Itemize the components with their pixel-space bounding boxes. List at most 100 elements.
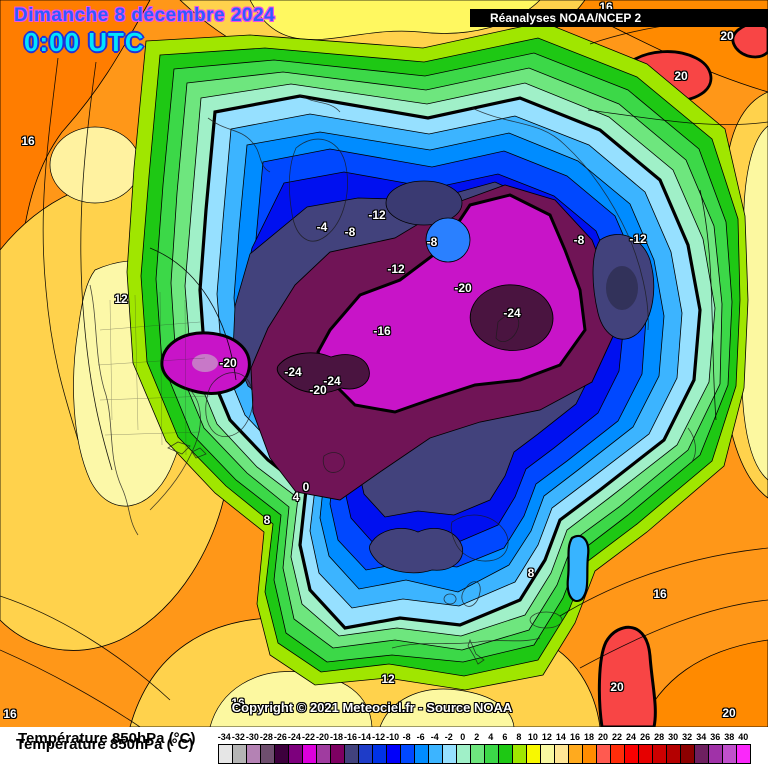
legend-cell <box>317 745 331 763</box>
legend-tick: 28 <box>654 732 665 742</box>
legend-tick: 36 <box>710 732 721 742</box>
legend-tick: -34 <box>217 732 231 742</box>
contour-label: -20 <box>454 281 472 295</box>
contour-label: 20 <box>674 69 688 83</box>
legend-tick: -10 <box>386 732 400 742</box>
legend-tick: 30 <box>668 732 679 742</box>
contour-label: -8 <box>573 233 585 247</box>
legend-tick: -28 <box>259 732 273 742</box>
map-canvas <box>0 0 768 727</box>
legend-cell <box>233 745 247 763</box>
contour-label: 20 <box>722 706 736 720</box>
contour-label: 16 <box>21 134 35 148</box>
contour-label: 12 <box>114 292 128 306</box>
legend-cell <box>513 745 527 763</box>
contour-label: -8 <box>426 235 438 249</box>
cold-core-m24-central <box>276 352 370 394</box>
legend-tick: 2 <box>474 732 480 742</box>
legend-tick: 0 <box>460 732 466 742</box>
legend-tick: 32 <box>682 732 693 742</box>
legend-tick: -2 <box>444 732 453 742</box>
legend-tick: 16 <box>569 732 580 742</box>
warm-core-pacific <box>49 126 141 204</box>
legend-tick: -20 <box>315 732 329 742</box>
legend-cell <box>485 745 499 763</box>
contour-label: -20 <box>309 383 327 397</box>
cold-core-arctic-top <box>385 180 463 226</box>
contour-label: -16 <box>373 324 391 338</box>
legend-cell <box>373 745 387 763</box>
legend-cell <box>443 745 457 763</box>
legend-cell <box>709 745 723 763</box>
legend-tick: 4 <box>488 732 494 742</box>
state-borders <box>97 291 211 456</box>
contour-label: -12 <box>387 262 405 276</box>
legend-cell <box>345 745 359 763</box>
hot-blob-se <box>597 625 657 727</box>
contour-label: -24 <box>503 306 521 320</box>
cold-core-m24-east <box>469 284 554 351</box>
legend-tick: -18 <box>330 732 344 742</box>
temperature-map: -4 -8 -12 -8 -12 -20 -24 -16 -20 -24 -24 -20 -8 -12 16… <box>0 0 768 727</box>
legend-cell <box>275 745 289 763</box>
legend-cell <box>331 745 345 763</box>
legend-tick: 10 <box>527 732 538 742</box>
legend-tick: -12 <box>372 732 386 742</box>
contour-label: -24 <box>284 365 302 379</box>
legend-tick: -8 <box>402 732 411 742</box>
contour-label: -24 <box>323 374 341 388</box>
legend-cell <box>597 745 611 763</box>
legend-tick: 38 <box>724 732 735 742</box>
legend-cell <box>625 745 639 763</box>
cold-patch-norwegian-sea <box>369 528 464 574</box>
legend-tick: 18 <box>583 732 594 742</box>
legend-title: Température 850hPa (°C) <box>18 730 196 747</box>
legend-cell <box>583 745 597 763</box>
legend-cell <box>555 745 569 763</box>
legend-tick: -14 <box>358 732 372 742</box>
legend-cell <box>695 745 709 763</box>
contour-label: 4 <box>292 490 300 504</box>
legend-cell <box>569 745 583 763</box>
contour-label: 12 <box>381 672 395 686</box>
legend-tick-labels: -34 -32 -30 -28 -26 -24 -22 -20 -18 -16 -14 -12 -10-… <box>218 732 758 742</box>
contour-label: 8 <box>527 566 535 580</box>
isotherm-lines <box>0 17 768 727</box>
legend-tick: -6 <box>416 732 425 742</box>
legend-cell <box>611 745 625 763</box>
contour-label: -20 <box>219 356 237 370</box>
legend-tick: -24 <box>287 732 301 742</box>
legend-cell <box>499 745 513 763</box>
legend-tick: -26 <box>273 732 287 742</box>
contour-label: -4 <box>316 220 328 234</box>
contour-label: 20 <box>610 680 624 694</box>
legend-cell <box>247 745 261 763</box>
contour-label: 8 <box>263 513 271 527</box>
contour-label: 20 <box>720 29 734 43</box>
cold-core-siberia-center <box>606 266 638 310</box>
legend-tick: 22 <box>612 732 623 742</box>
legend-tick: 24 <box>626 732 637 742</box>
model-banner: Réanalyses NOAA/NCEP 2 <box>470 9 768 27</box>
legend-cell <box>457 745 471 763</box>
contour-label: 16 <box>231 696 245 710</box>
cold-core-west-center <box>192 354 218 372</box>
legend-tick: -32 <box>231 732 245 742</box>
legend-title-shadow-copy: Température 850hPa (°C) <box>16 736 194 753</box>
legend-tick: 40 <box>738 732 749 742</box>
legend-strip: Température 850hPa (°C) Température 850h… <box>0 727 768 768</box>
contour-label: -12 <box>368 208 386 222</box>
legend-cell <box>527 745 541 763</box>
legend-cell <box>639 745 653 763</box>
copyright-label: Copyright © 2021 Meteociel.fr - Source N… <box>231 700 513 715</box>
legend-tick: 34 <box>696 732 707 742</box>
legend-tick: 26 <box>640 732 651 742</box>
legend-tick: 14 <box>555 732 566 742</box>
legend-colorbar <box>218 744 751 764</box>
legend-cell <box>667 745 681 763</box>
hot-blob-ne-2 <box>731 22 768 59</box>
legend-cell <box>303 745 317 763</box>
contour-label: 16 <box>653 587 667 601</box>
legend-tick: -16 <box>344 732 358 742</box>
